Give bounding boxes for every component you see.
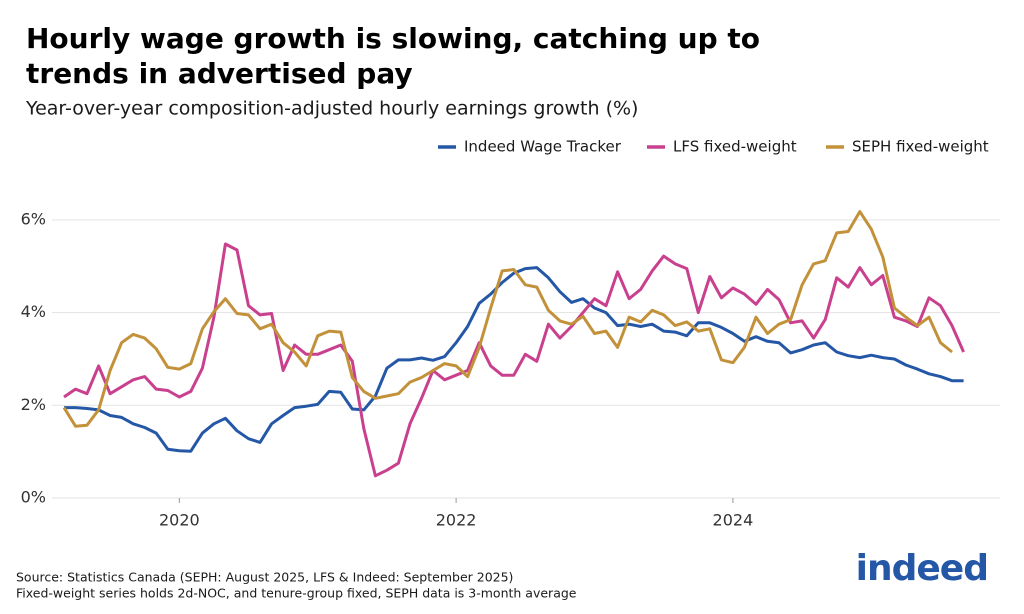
- x-tick-label: 2020: [159, 511, 200, 530]
- chart-title: trends in advertised pay: [26, 57, 413, 90]
- y-tick-label: 4%: [21, 302, 46, 321]
- series-line: [63, 242, 965, 478]
- chart-title: Hourly wage growth is slowing, catching …: [26, 22, 760, 55]
- legend-label: LFS fixed-weight: [673, 138, 797, 156]
- chart-subtitle: Year-over-year composition-adjusted hour…: [25, 98, 638, 120]
- y-tick-label: 6%: [21, 209, 46, 228]
- source-note: Source: Statistics Canada (SEPH: August …: [16, 570, 513, 585]
- footnote: Fixed-weight series holds 2d-NOC, and te…: [16, 586, 577, 601]
- legend-label: SEPH fixed-weight: [852, 138, 989, 156]
- y-tick-label: 0%: [21, 488, 46, 507]
- logo: indeed: [856, 548, 988, 589]
- series-line: [64, 266, 964, 453]
- y-tick-label: 2%: [21, 395, 46, 414]
- x-tick-label: 2024: [713, 511, 754, 530]
- legend-label: Indeed Wage Tracker: [464, 138, 622, 156]
- x-tick-label: 2022: [436, 511, 477, 530]
- series-line: [62, 210, 953, 428]
